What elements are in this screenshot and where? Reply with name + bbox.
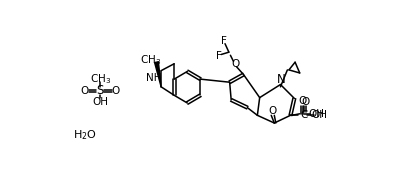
Text: S: S bbox=[97, 84, 104, 97]
Text: O: O bbox=[269, 106, 277, 117]
Text: O: O bbox=[81, 86, 89, 96]
Text: O: O bbox=[112, 86, 120, 96]
Text: O: O bbox=[298, 96, 306, 106]
Polygon shape bbox=[154, 62, 161, 87]
Text: N: N bbox=[277, 73, 286, 86]
Text: F: F bbox=[221, 36, 227, 46]
Text: OH: OH bbox=[308, 109, 324, 119]
Text: OH: OH bbox=[92, 97, 108, 107]
Text: F: F bbox=[216, 51, 222, 61]
Text: NH: NH bbox=[146, 73, 161, 83]
Text: $\mathregular{H_2O}$: $\mathregular{H_2O}$ bbox=[73, 128, 97, 142]
Text: OH: OH bbox=[312, 110, 328, 120]
Text: $\mathregular{CH_3}$: $\mathregular{CH_3}$ bbox=[90, 72, 111, 86]
Text: O: O bbox=[301, 97, 309, 107]
Text: $\mathregular{CH_3}$: $\mathregular{CH_3}$ bbox=[140, 53, 161, 67]
Text: O: O bbox=[231, 60, 239, 70]
Text: C: C bbox=[301, 110, 308, 120]
